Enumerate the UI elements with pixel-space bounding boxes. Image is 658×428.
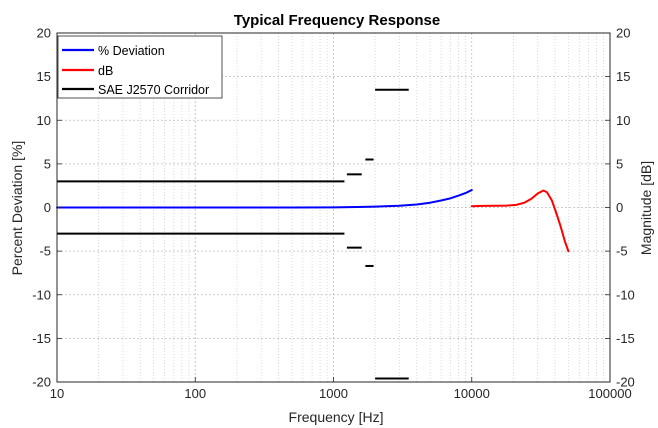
y-tick-label-left: 20 — [37, 26, 51, 41]
legend-box — [57, 35, 223, 99]
y-tick-label-left: 10 — [37, 113, 51, 128]
x-axis-label: Frequency [Hz] — [289, 409, 384, 425]
y-tick-label-left: -15 — [32, 331, 51, 346]
y-tick-label-left: -10 — [32, 287, 51, 302]
y-axis-label-left: Percent Deviation [%] — [9, 141, 25, 276]
x-tick-label: 100 — [184, 386, 206, 401]
y-tick-label-right: 20 — [616, 26, 630, 41]
y-tick-label-right: -20 — [616, 375, 635, 390]
legend: % Deviation dB SAE J2570 Corridor — [57, 35, 223, 99]
legend-label-corridor: SAE J2570 Corridor — [98, 83, 209, 97]
x-tick-label: 10 — [50, 386, 64, 401]
y-tick-label-right: 10 — [616, 113, 630, 128]
y-tick-label-right: 0 — [616, 200, 623, 215]
series-line-db — [470, 189, 570, 253]
y-tick-label-right: -15 — [616, 331, 635, 346]
axis-ticks: 10 100 1000 10000 100000-20 -20-15 -15-10 -10-5… — [32, 26, 635, 402]
y-tick-label-left: 0 — [44, 200, 51, 215]
y-tick-label-right: -5 — [616, 244, 628, 259]
y-tick-label-left: -5 — [39, 244, 51, 259]
y-tick-label-left: 15 — [37, 69, 51, 84]
x-tick-label: 100000 — [588, 386, 631, 401]
y-tick-label-right: 15 — [616, 69, 630, 84]
y-tick-label-left: 5 — [44, 156, 51, 171]
chart-title: Typical Frequency Response — [234, 12, 440, 29]
x-tick-label: 1000 — [319, 386, 348, 401]
plot-area — [56, 88, 570, 380]
y-tick-label-left: -20 — [32, 375, 51, 390]
y-tick-label-right: 5 — [616, 156, 623, 171]
series-line-deviation — [56, 189, 473, 209]
y-tick-label-right: -10 — [616, 287, 635, 302]
y-axis-label-right: Magnitude [dB] — [638, 161, 654, 255]
legend-label-deviation: % Deviation — [98, 44, 165, 58]
x-tick-label: 10000 — [454, 386, 490, 401]
legend-label-db: dB — [98, 64, 113, 78]
